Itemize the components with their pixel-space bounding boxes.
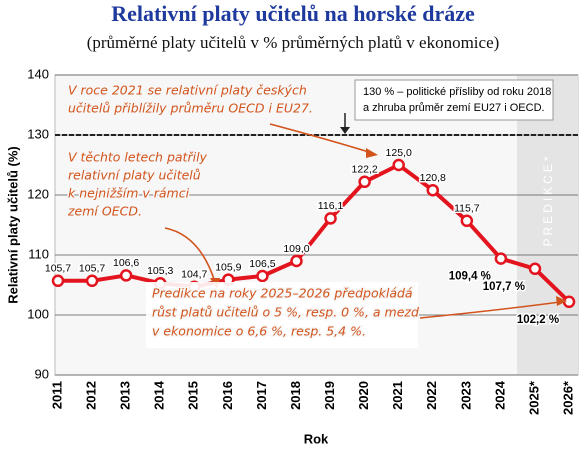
x-tick-label: 2020 <box>356 381 371 410</box>
data-point <box>562 295 576 309</box>
value-label: 106,6 <box>113 257 139 269</box>
x-tick-label: 2021 <box>390 381 405 410</box>
data-point <box>51 274 65 288</box>
annotation: relativní platy učitelů <box>68 168 201 183</box>
x-tick-label: 2011 <box>49 381 64 409</box>
value-label: 102,2 % <box>517 314 559 326</box>
reference-pointer-head <box>340 127 350 134</box>
x-tick-label: 2023 <box>458 381 473 410</box>
arrow <box>164 227 216 283</box>
data-point <box>460 214 474 228</box>
y-tick-label: 120 <box>27 186 49 201</box>
x-tick-label: 2016 <box>220 381 235 410</box>
annotation: k nejnižším v rámci <box>68 186 190 201</box>
x-tick-label: 2022 <box>424 381 439 410</box>
data-point <box>290 254 303 268</box>
data-point <box>119 269 133 282</box>
value-label: 115,7 <box>454 203 480 215</box>
x-tick-label: 2018 <box>288 381 303 410</box>
y-tick-label: 100 <box>27 306 49 321</box>
x-tick-label: 2017 <box>254 381 269 410</box>
data-point <box>528 262 542 276</box>
value-label: 105,3 <box>147 265 173 277</box>
y-axis-label: Relativní platy učitelů (%) <box>5 146 20 303</box>
value-label: 105,7 <box>79 263 105 275</box>
x-tick-label: 2012 <box>84 381 99 410</box>
x-tick-label: 2013 <box>118 381 133 410</box>
data-point <box>85 274 99 288</box>
value-label: 122,2 <box>351 164 377 176</box>
x-tick-label: 2014 <box>152 380 167 410</box>
value-label: 105,7 <box>45 263 71 275</box>
data-line <box>58 162 571 304</box>
value-label: 104,7 <box>181 269 207 281</box>
value-label: 107,7 % <box>483 281 525 293</box>
value-label: 109,4 % <box>449 271 491 283</box>
data-point <box>324 212 337 225</box>
reference-label: 130 % – politické přísliby od roku 2018 <box>363 86 551 98</box>
x-tick-label: 2019 <box>322 381 337 410</box>
y-tick-label: 130 <box>27 126 49 141</box>
annotation: v ekonomice o 6,6 %, resp. 5,4 %. <box>152 324 366 339</box>
data-point <box>392 158 405 172</box>
value-label: 109,0 <box>283 243 309 255</box>
value-label: 120,8 <box>420 172 446 184</box>
value-label: 125,0 <box>386 147 412 159</box>
grid <box>55 74 578 376</box>
data-point <box>426 183 440 197</box>
reference-label: a zhruba průměr zemí EU27 i OECD. <box>363 102 545 114</box>
annotation: učitelů přiblížily průměru OECD i EU27. <box>68 101 313 116</box>
data-point <box>256 269 269 283</box>
annotation: V těchto letech patřily <box>68 150 208 165</box>
value-label: 106,5 <box>249 258 275 270</box>
y-tick-label: 110 <box>28 246 49 261</box>
data-point <box>494 252 508 265</box>
prediction-area <box>517 75 578 375</box>
arrows <box>164 123 561 319</box>
annotation: Predikce na roky 2025–2026 předpokládá <box>152 286 413 301</box>
arrow <box>269 123 373 154</box>
value-label: 105,9 <box>215 261 241 273</box>
arrowhead <box>556 296 567 306</box>
annotation: V roce 2021 se relativní platy českých <box>68 83 307 98</box>
x-tick-label: 2025* <box>526 380 541 415</box>
x-axis-label: Rok <box>304 431 329 446</box>
prediction-label: PREDIKCE* <box>541 153 555 246</box>
y-tick-label: 140 <box>27 66 49 81</box>
reference-box <box>354 79 554 121</box>
value-label: 116,1 <box>318 200 344 212</box>
arrow <box>419 301 561 319</box>
annotation-box <box>146 282 418 348</box>
x-tick-label: 2026* <box>560 380 575 415</box>
x-tick-label: 2024 <box>492 380 507 410</box>
x-tick-label: 2015 <box>186 381 201 410</box>
annotation: růst platů učitelů o 5 %, resp. 0 %, a m… <box>152 305 419 320</box>
marks <box>51 158 576 309</box>
y-tick-label: 90 <box>35 366 49 381</box>
chart-title: Relativní platy učitelů na horské dráze <box>111 1 475 26</box>
annotation: zemí OECD. <box>67 204 142 219</box>
chart-subtitle: (průměrné platy učitelů v % průměrných p… <box>87 33 500 52</box>
data-point <box>358 175 371 189</box>
arrowhead <box>366 148 378 158</box>
